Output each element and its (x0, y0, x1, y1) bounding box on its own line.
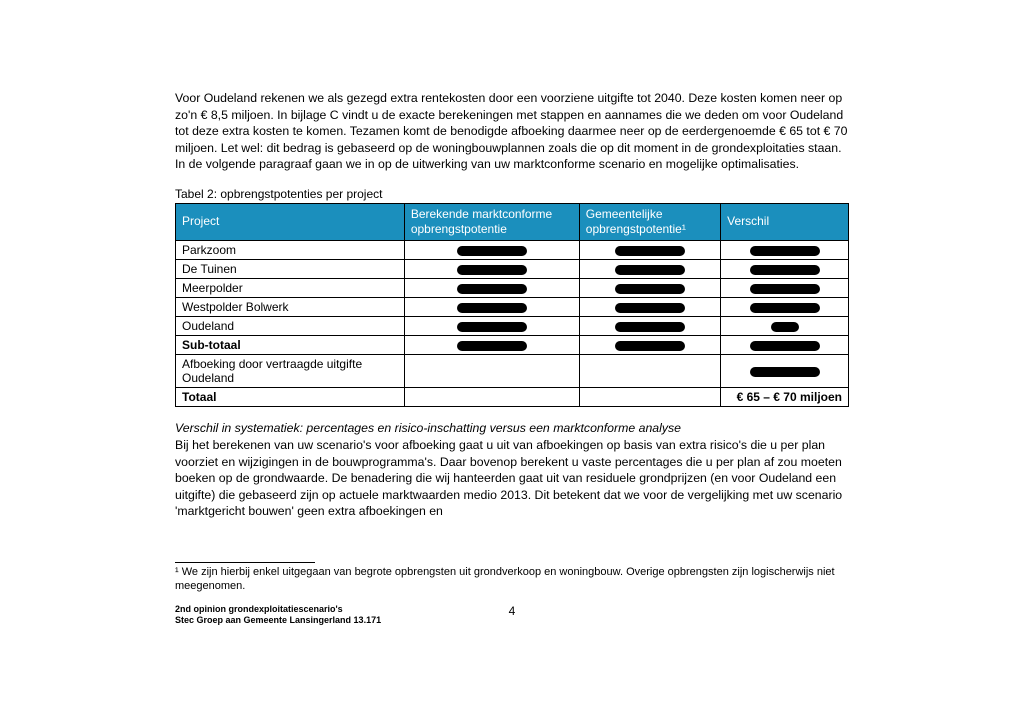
redacted-bar (615, 322, 685, 332)
table-row: Meerpolder (176, 278, 849, 297)
cell-verschil (721, 240, 849, 259)
cell-berekende (404, 240, 579, 259)
col-header-project: Project (176, 203, 405, 240)
redacted-bar (457, 284, 527, 294)
redacted-bar (750, 341, 820, 351)
redacted-bar (615, 246, 685, 256)
redacted-bar (615, 303, 685, 313)
table-row: Afboeking door vertraagde uitgifte Oudel… (176, 354, 849, 387)
cell-berekende (404, 335, 579, 354)
cell-gemeente (579, 354, 720, 387)
cell-verschil (721, 335, 849, 354)
redacted-bar (750, 367, 820, 377)
redacted-bar (457, 246, 527, 256)
cell-gemeente (579, 259, 720, 278)
table-row: Oudeland (176, 316, 849, 335)
cell-berekende (404, 387, 579, 406)
cell-project: Afboeking door vertraagde uitgifte Oudel… (176, 354, 405, 387)
redacted-bar (750, 284, 820, 294)
cell-berekende (404, 278, 579, 297)
paragraph-2: Bij het berekenen van uw scenario's voor… (175, 437, 849, 520)
redacted-bar (750, 265, 820, 275)
subheading: Verschil in systematiek: percentages en … (175, 421, 849, 435)
cell-berekende (404, 297, 579, 316)
col-header-gemeente: Gemeentelijke opbrengstpotentie¹ (579, 203, 720, 240)
cell-project: De Tuinen (176, 259, 405, 278)
redacted-bar (615, 265, 685, 275)
footnote-rule (175, 562, 315, 563)
cell-berekende (404, 316, 579, 335)
cell-berekende (404, 354, 579, 387)
redacted-bar (457, 341, 527, 351)
cell-project: Oudeland (176, 316, 405, 335)
table-row: Westpolder Bolwerk (176, 297, 849, 316)
col-header-berekende: Berekende marktconforme opbrengstpotenti… (404, 203, 579, 240)
cell-verschil (721, 297, 849, 316)
redacted-bar (457, 322, 527, 332)
table-caption: Tabel 2: opbrengstpotenties per project (175, 187, 849, 201)
table-header-row: Project Berekende marktconforme opbrengs… (176, 203, 849, 240)
cell-project: Westpolder Bolwerk (176, 297, 405, 316)
cell-project: Sub-totaal (176, 335, 405, 354)
cell-verschil (721, 259, 849, 278)
redacted-bar (457, 265, 527, 275)
cell-project: Totaal (176, 387, 405, 406)
redacted-bar (615, 284, 685, 294)
cell-gemeente (579, 335, 720, 354)
redacted-bar (750, 303, 820, 313)
cell-gemeente (579, 278, 720, 297)
cell-project: Meerpolder (176, 278, 405, 297)
cell-verschil (721, 278, 849, 297)
opbrengst-table: Project Berekende marktconforme opbrengs… (175, 203, 849, 407)
page-number: 4 (509, 604, 516, 620)
cell-verschil: € 65 – € 70 miljoen (721, 387, 849, 406)
document-page: Voor Oudeland rekenen we als gezegd extr… (0, 0, 1024, 657)
table-row: Sub-totaal (176, 335, 849, 354)
cell-gemeente (579, 316, 720, 335)
table-row: De Tuinen (176, 259, 849, 278)
redacted-bar (750, 246, 820, 256)
cell-gemeente (579, 387, 720, 406)
table-row: Totaal € 65 – € 70 miljoen (176, 387, 849, 406)
col-header-verschil: Verschil (721, 203, 849, 240)
cell-berekende (404, 259, 579, 278)
cell-gemeente (579, 297, 720, 316)
cell-verschil (721, 354, 849, 387)
table-row: Parkzoom (176, 240, 849, 259)
cell-verschil (721, 316, 849, 335)
cell-project: Parkzoom (176, 240, 405, 259)
footnote: ¹ We zijn hierbij enkel uitgegaan van be… (175, 565, 849, 594)
cell-gemeente (579, 240, 720, 259)
redacted-bar (771, 322, 799, 332)
footer: 2nd opinion grondexploitatiescenario's S… (175, 604, 849, 627)
paragraph-1: Voor Oudeland rekenen we als gezegd extr… (175, 90, 849, 173)
redacted-bar (615, 341, 685, 351)
redacted-bar (457, 303, 527, 313)
